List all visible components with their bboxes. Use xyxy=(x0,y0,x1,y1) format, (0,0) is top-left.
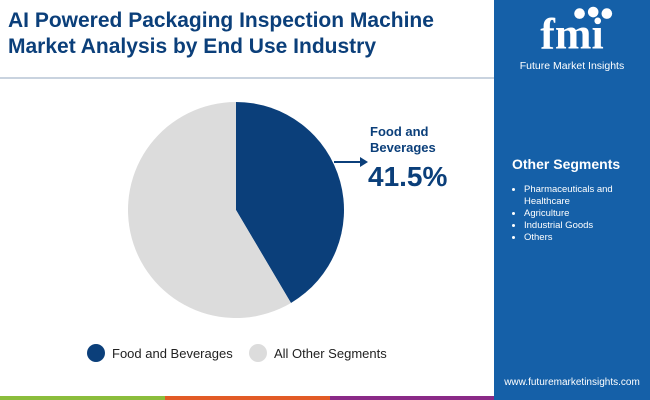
title-divider xyxy=(0,77,494,79)
footer-bar-orange xyxy=(165,396,330,400)
title-line-2: Market Analysis by End Use Industry xyxy=(8,35,377,58)
title-line-1: AI Powered Packaging Inspection Machine xyxy=(8,9,434,32)
legend-label: All Other Segments xyxy=(274,345,387,361)
footer-bar-purple xyxy=(330,396,494,400)
segment-item: Pharmaceuticals and Healthcare xyxy=(524,184,650,208)
legend-swatch xyxy=(249,344,267,362)
side-panel: fmi Future Market Insights Other Segment… xyxy=(494,0,650,400)
brand-name: Future Market Insights xyxy=(519,60,625,72)
fmi-logo: fmi xyxy=(540,6,613,56)
legend-item-other: All Other Segments xyxy=(249,344,387,362)
callout-value: 41.5% xyxy=(368,161,448,192)
chart-title: AI Powered Packaging Inspection Machine … xyxy=(8,8,434,60)
footer-bar-green xyxy=(0,396,165,400)
segment-item: Others xyxy=(524,232,650,244)
legend-label: Food and Beverages xyxy=(112,345,233,361)
other-segments-list: Pharmaceuticals and Healthcare Agricultu… xyxy=(512,184,650,244)
segment-item: Agriculture xyxy=(524,208,650,220)
pie-slice-all-other-segments xyxy=(128,102,291,319)
other-segments-title: Other Segments xyxy=(512,156,621,172)
segment-item: Industrial Goods xyxy=(524,220,650,232)
callout-arrowhead xyxy=(360,157,368,167)
website-link[interactable]: www.futuremarketinsights.com xyxy=(504,377,640,388)
pie-chart xyxy=(128,102,368,319)
pie-slice-food-and-beverages xyxy=(236,102,344,303)
callout-label: Food and Beverages xyxy=(370,124,436,155)
legend-item-food: Food and Beverages xyxy=(87,344,233,362)
legend-swatch xyxy=(87,344,105,362)
